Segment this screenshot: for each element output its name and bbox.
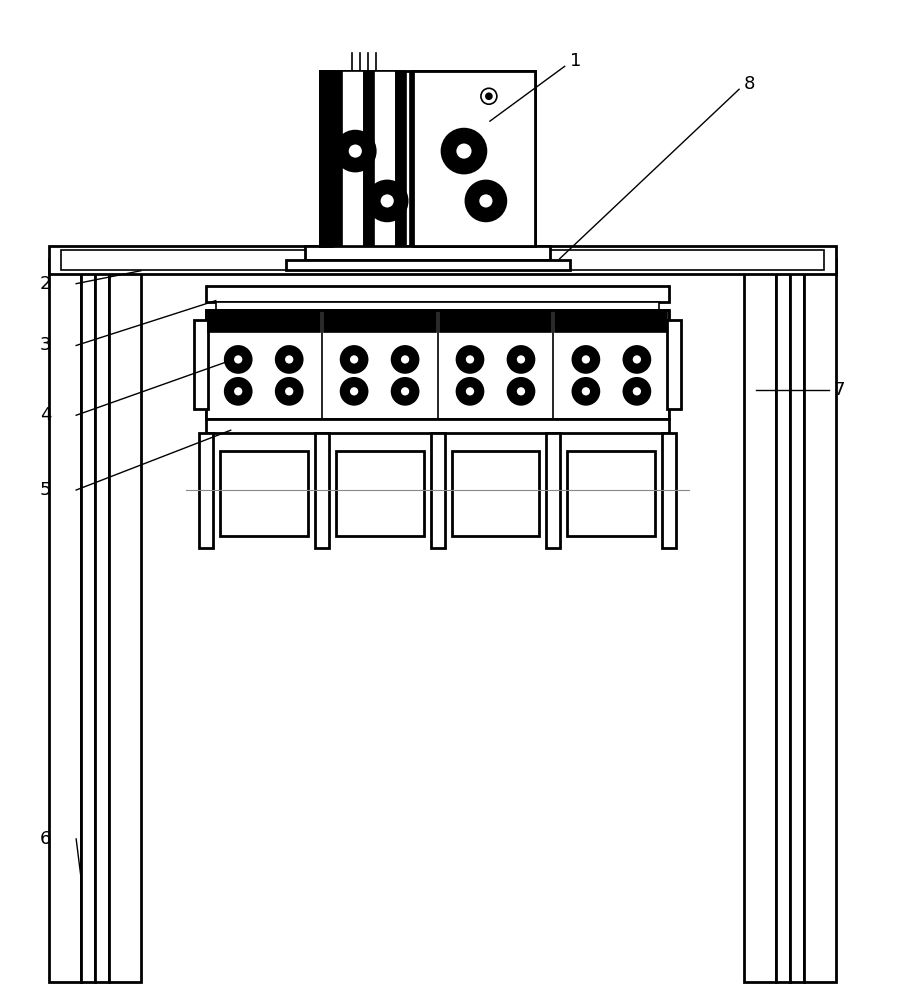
Circle shape [341,346,366,372]
Circle shape [225,346,251,372]
Bar [216,302,658,310]
Circle shape [623,346,649,372]
Text: 5: 5 [40,481,51,499]
Bar [364,71,373,246]
Circle shape [442,129,485,173]
Bar [803,259,835,982]
Circle shape [233,386,243,396]
Circle shape [349,354,359,364]
Bar [430,433,444,548]
Circle shape [225,378,251,404]
Bar [323,310,435,332]
Circle shape [623,378,649,404]
Circle shape [341,378,366,404]
Circle shape [276,378,302,404]
Circle shape [367,181,407,221]
Circle shape [508,346,533,372]
Bar [566,451,655,536]
Circle shape [580,354,590,364]
Bar [194,320,207,409]
Circle shape [456,378,483,404]
Bar [451,451,538,536]
Bar [661,433,676,548]
Bar [109,259,141,982]
Bar [555,310,667,332]
Circle shape [335,131,375,171]
Bar [373,71,396,246]
Circle shape [284,354,294,364]
Bar [439,310,551,332]
Bar [198,433,213,548]
Text: 1: 1 [569,52,580,70]
Text: 6: 6 [40,830,51,848]
Text: 8: 8 [743,75,755,93]
Bar [332,71,342,246]
Circle shape [347,143,363,159]
Bar [206,419,668,433]
Circle shape [465,181,505,221]
Bar [320,71,332,246]
Bar [546,433,560,548]
Circle shape [233,354,243,364]
Circle shape [515,386,525,396]
Text: 4: 4 [40,406,51,424]
Bar [206,286,668,302]
Circle shape [379,193,395,209]
Circle shape [391,346,418,372]
Bar [667,320,680,409]
Circle shape [276,346,302,372]
Circle shape [349,386,359,396]
Bar [336,451,423,536]
Bar [50,259,81,982]
Bar [206,310,668,419]
Circle shape [391,378,418,404]
Circle shape [631,354,641,364]
Bar [314,433,328,548]
Bar [743,259,775,982]
Circle shape [465,386,474,396]
Bar [219,451,308,536]
Circle shape [515,354,525,364]
Bar [61,250,823,270]
Circle shape [572,346,598,372]
Bar [775,259,789,982]
Bar [81,259,95,982]
Bar [95,259,109,982]
Bar [207,310,319,332]
Bar [305,246,549,260]
Bar [50,246,835,274]
Circle shape [455,142,473,160]
Bar [412,71,534,246]
Text: 7: 7 [833,381,844,399]
Circle shape [284,386,294,396]
Bar [396,71,406,246]
Circle shape [508,378,533,404]
Circle shape [477,193,493,209]
Bar [789,259,803,982]
Circle shape [465,354,474,364]
Bar [410,71,412,246]
Bar [342,71,364,246]
Circle shape [400,386,410,396]
Text: 2: 2 [40,275,51,293]
Circle shape [456,346,483,372]
Circle shape [400,354,410,364]
Circle shape [631,386,641,396]
Circle shape [572,378,598,404]
Bar [285,260,569,270]
Circle shape [580,386,590,396]
Circle shape [481,88,496,104]
Circle shape [485,93,492,99]
Text: 3: 3 [40,336,51,354]
Bar [320,71,534,246]
